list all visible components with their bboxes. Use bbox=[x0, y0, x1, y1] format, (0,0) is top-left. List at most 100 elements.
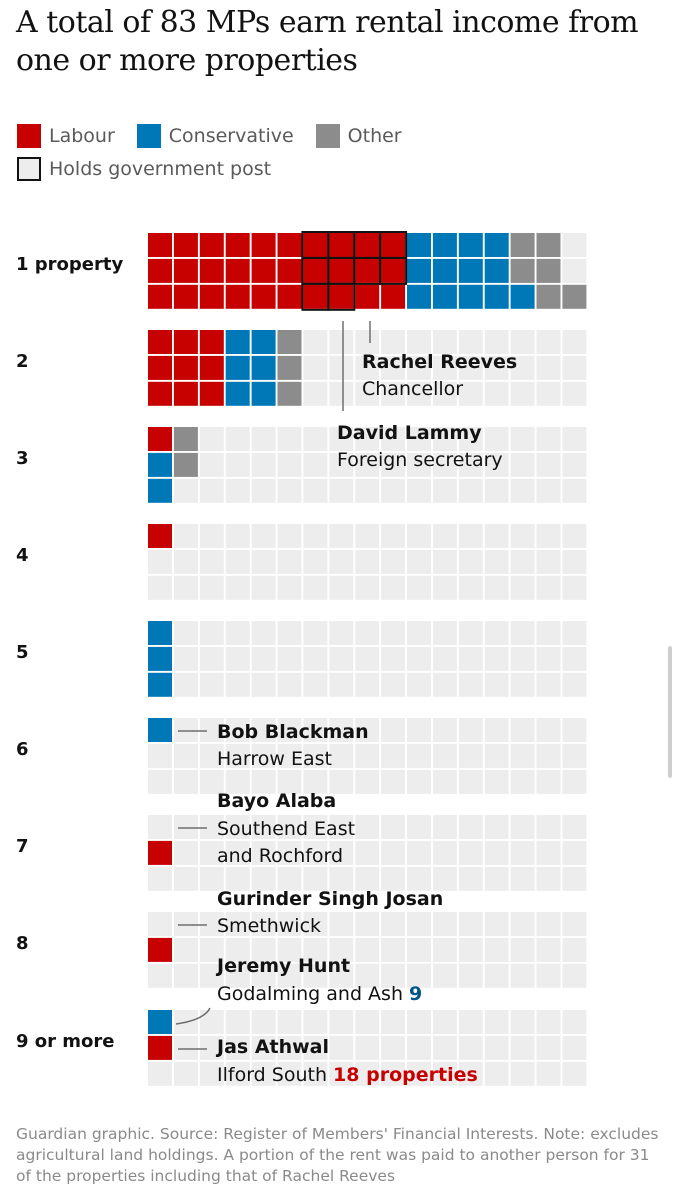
waffle-cell-empty bbox=[355, 912, 380, 936]
legend-row-government: Holds government post bbox=[17, 156, 293, 182]
waffle-cell-empty bbox=[251, 452, 276, 477]
waffle-cell-empty bbox=[432, 718, 457, 742]
waffle-cell-empty bbox=[432, 355, 457, 380]
waffle-cell-empty bbox=[562, 427, 587, 451]
waffle-cell-empty bbox=[303, 621, 328, 645]
waffle-cell-empty bbox=[225, 718, 250, 742]
waffle-cell-empty bbox=[407, 1035, 431, 1060]
waffle-cell-empty bbox=[484, 549, 509, 574]
waffle-cell-labour bbox=[251, 233, 276, 257]
waffle-cell-other bbox=[277, 330, 302, 354]
waffle-cell-empty bbox=[458, 452, 483, 477]
waffle-cell-empty bbox=[199, 963, 224, 988]
waffle-cell-empty bbox=[381, 381, 406, 406]
waffle-cell-labour bbox=[277, 233, 302, 257]
waffle-cell-conservative bbox=[510, 284, 535, 309]
waffle-cell-empty bbox=[432, 330, 457, 354]
waffle-cell-empty bbox=[277, 524, 302, 548]
waffle-cell-empty bbox=[199, 646, 224, 671]
waffle-cell-empty bbox=[432, 452, 457, 477]
annotation-detail-bayo-alaba-line-2: and Rochford bbox=[217, 845, 343, 867]
group-label-4: 4 bbox=[16, 545, 29, 566]
waffle-cell-empty bbox=[432, 912, 457, 936]
waffle-cell-empty bbox=[355, 646, 380, 671]
waffle-cell-empty bbox=[277, 1035, 302, 1060]
waffle-cell-empty bbox=[277, 646, 302, 671]
waffle-cell-empty bbox=[148, 815, 172, 839]
waffle-cell-empty bbox=[432, 743, 457, 768]
waffle-cell-empty bbox=[303, 1061, 328, 1086]
waffle-cell-empty bbox=[562, 912, 587, 936]
waffle-cell-labour bbox=[329, 258, 354, 283]
waffle-cell-empty bbox=[381, 621, 406, 645]
waffle-cell-empty bbox=[432, 672, 457, 697]
waffle-cell-empty bbox=[510, 743, 535, 768]
waffle-cell-labour bbox=[173, 258, 198, 283]
waffle-cell-empty bbox=[199, 1061, 224, 1086]
legend-swatch-labour bbox=[17, 124, 41, 148]
waffle-cell-empty bbox=[303, 963, 328, 988]
waffle-cell-empty bbox=[173, 840, 198, 865]
waffle-cell-empty bbox=[251, 1061, 276, 1086]
waffle-cell-labour bbox=[303, 258, 328, 283]
waffle-cell-labour bbox=[148, 284, 172, 309]
waffle-cell-empty bbox=[303, 330, 328, 354]
waffle-cell-empty bbox=[303, 524, 328, 548]
waffle-cell-empty bbox=[329, 621, 354, 645]
waffle-cell-empty bbox=[303, 743, 328, 768]
waffle-cell-other bbox=[173, 427, 198, 451]
waffle-cell-empty bbox=[355, 963, 380, 988]
waffle-cell-empty bbox=[562, 1035, 587, 1060]
waffle-cell-empty bbox=[407, 718, 431, 742]
waffle-cell-empty bbox=[277, 866, 302, 891]
waffle-cell-empty bbox=[251, 621, 276, 645]
annotation-name-bob-blackman: Bob Blackman bbox=[217, 721, 369, 743]
waffle-cell-empty bbox=[536, 575, 561, 600]
waffle-cell-empty bbox=[251, 866, 276, 891]
annotation-name-bayo-alaba: Bayo Alaba bbox=[217, 790, 336, 812]
waffle-cell-empty bbox=[432, 1061, 457, 1086]
waffle-cell-labour bbox=[277, 284, 302, 309]
waffle-cell-labour bbox=[199, 381, 224, 406]
waffle-cell-empty bbox=[173, 718, 198, 742]
waffle-cell-empty bbox=[251, 427, 276, 451]
waffle-cell-empty bbox=[484, 866, 509, 891]
waffle-cell-empty bbox=[148, 912, 172, 936]
waffle-cell-empty bbox=[407, 621, 431, 645]
waffle-cell-empty bbox=[536, 524, 561, 548]
group-label-8: 8 bbox=[16, 933, 29, 954]
waffle-cell-empty bbox=[536, 549, 561, 574]
waffle-cell-empty bbox=[458, 1035, 483, 1060]
waffle-cell-empty bbox=[173, 743, 198, 768]
waffle-cell-labour bbox=[148, 258, 172, 283]
waffle-cell-empty bbox=[355, 524, 380, 548]
waffle-cell-empty bbox=[510, 452, 535, 477]
waffle-cell-empty bbox=[199, 937, 224, 962]
waffle-cell-empty bbox=[562, 815, 587, 839]
waffle-cell-empty bbox=[173, 1035, 198, 1060]
waffle-cell-labour bbox=[225, 258, 250, 283]
waffle-cell-empty bbox=[329, 427, 354, 451]
waffle-cell-empty bbox=[355, 549, 380, 574]
waffle-cell-empty bbox=[562, 718, 587, 742]
waffle-cell-empty bbox=[458, 718, 483, 742]
waffle-cell-empty bbox=[173, 672, 198, 697]
waffle-cell-empty bbox=[407, 381, 431, 406]
waffle-cell-empty bbox=[536, 963, 561, 988]
waffle-cell-empty bbox=[381, 330, 406, 354]
waffle-cell-empty bbox=[381, 1035, 406, 1060]
waffle-cell-empty bbox=[407, 575, 431, 600]
waffle-cell-empty bbox=[381, 452, 406, 477]
waffle-cell-empty bbox=[277, 743, 302, 768]
waffle-cell-empty bbox=[484, 381, 509, 406]
waffle-cell-labour bbox=[148, 427, 172, 451]
group-label-9-or-more: 9 or more bbox=[16, 1031, 115, 1052]
waffle-cell-empty bbox=[199, 769, 224, 794]
waffle-cell-labour bbox=[303, 233, 328, 257]
waffle-cell-empty bbox=[432, 963, 457, 988]
waffle-cell-empty bbox=[277, 1061, 302, 1086]
waffle-cell-empty bbox=[355, 478, 380, 503]
waffle-cell-empty bbox=[562, 478, 587, 503]
waffle-cell-labour bbox=[381, 233, 406, 257]
scrollbar-thumb[interactable] bbox=[668, 646, 672, 778]
